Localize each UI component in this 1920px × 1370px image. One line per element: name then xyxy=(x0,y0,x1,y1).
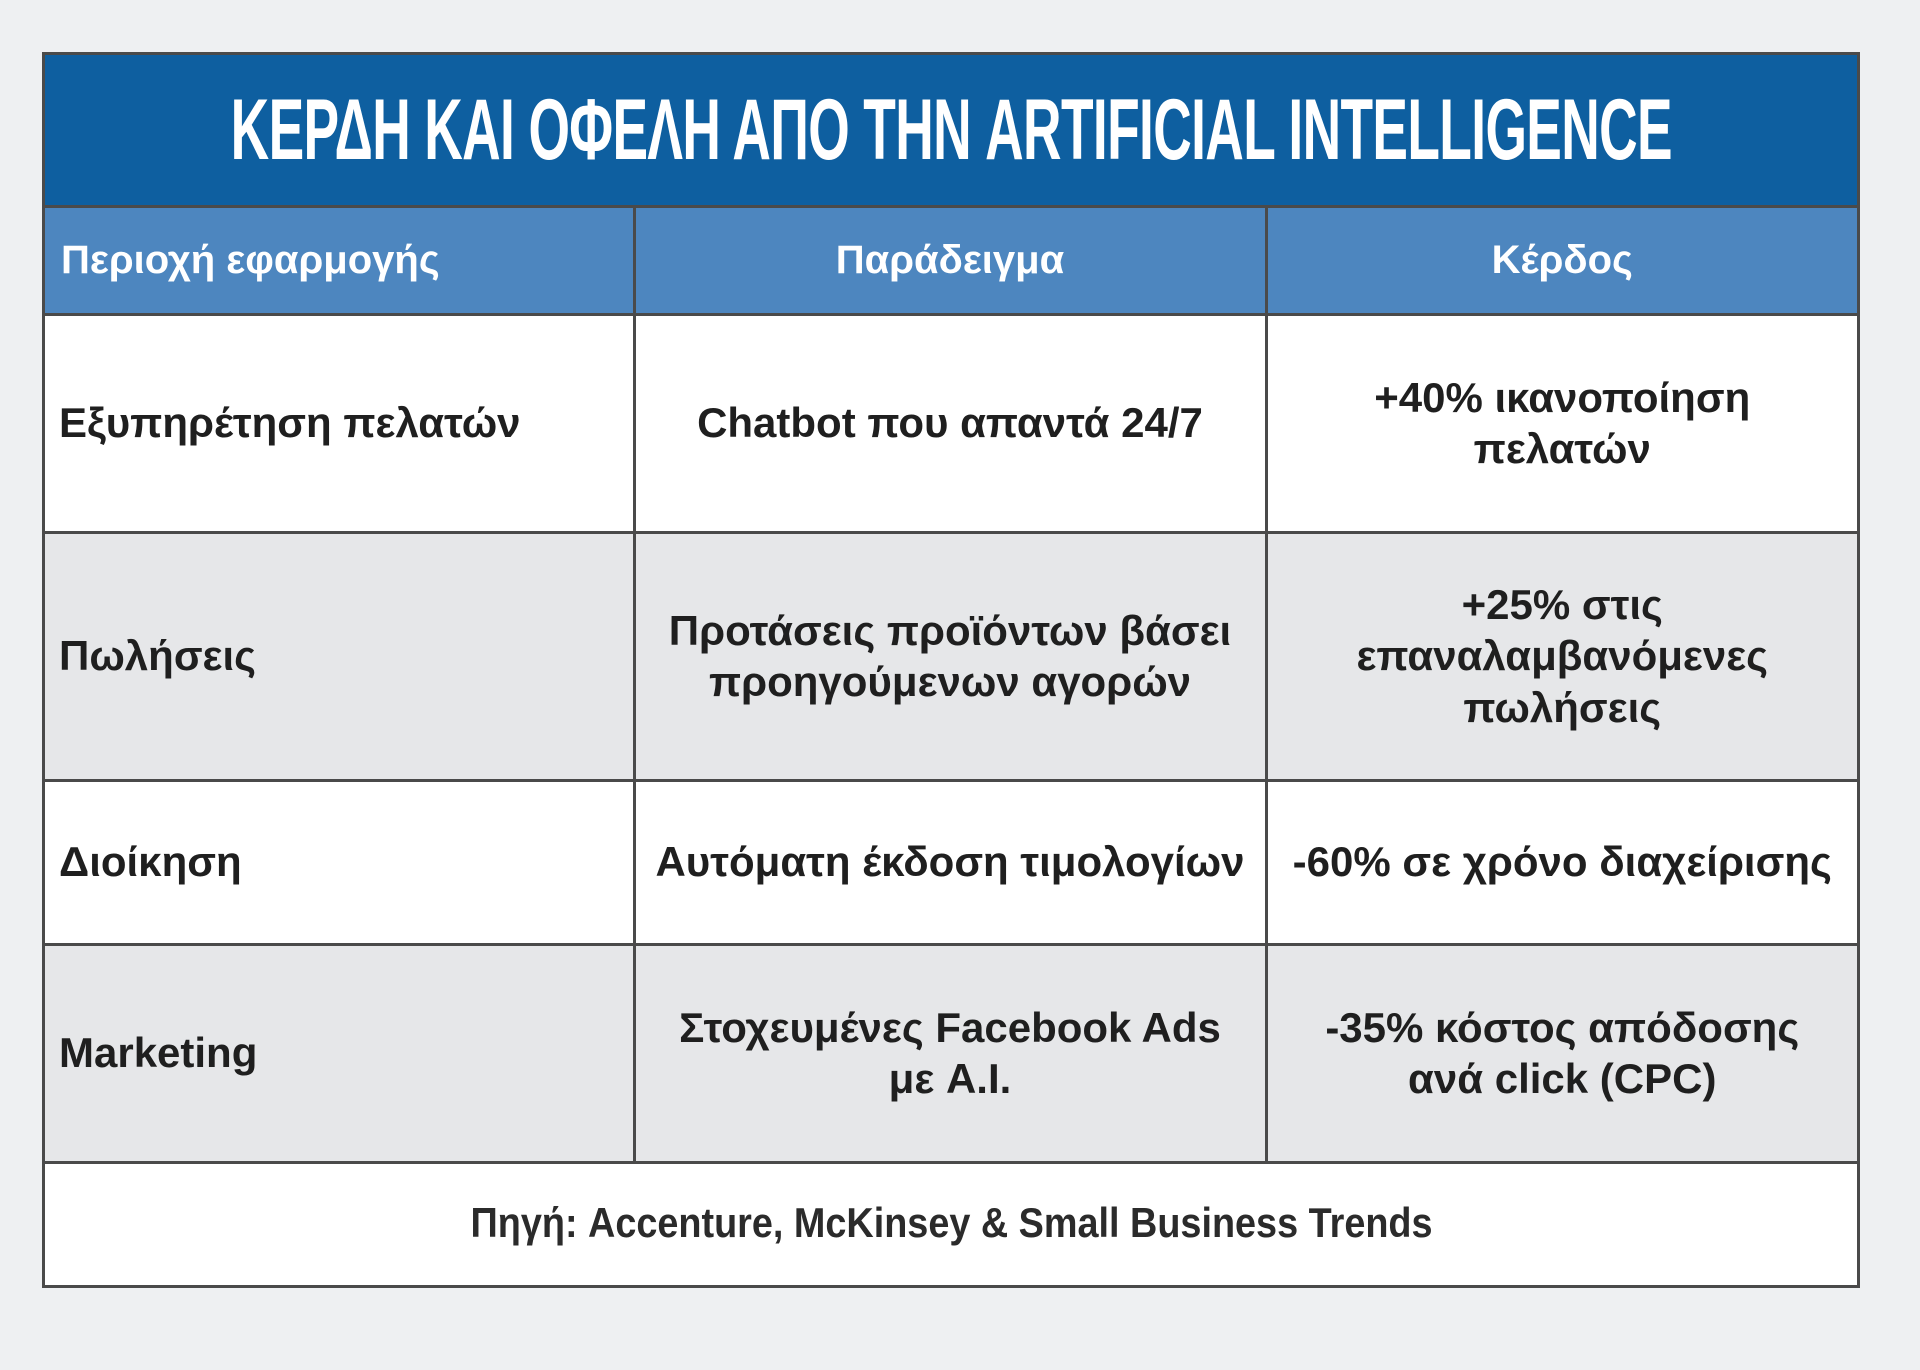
title-bar: ΚΕΡΔΗ ΚΑΙ ΟΦΕΛΗ ΑΠΟ ΤΗΝ ARTIFICIAL INTEL… xyxy=(45,55,1857,208)
table-row: Πωλήσεις Προτάσεις προϊόντων βάσει προηγ… xyxy=(45,530,1857,782)
source-note: Πηγή: Accenture, McKinsey & Small Busine… xyxy=(469,1198,1433,1246)
table-row: Marketing Στοχευμένες Facebook Ads με A.… xyxy=(45,942,1857,1164)
source-footer: Πηγή: Accenture, McKinsey & Small Busine… xyxy=(45,1163,1857,1282)
page-title: ΚΕΡΔΗ ΚΑΙ ΟΦΕΛΗ ΑΠΟ ΤΗΝ ARTIFICIAL INTEL… xyxy=(230,81,1672,178)
cell-example: Στοχευμένες Facebook Ads με A.I. xyxy=(632,942,1268,1164)
infographic-table-card: ΚΕΡΔΗ ΚΑΙ ΟΦΕΛΗ ΑΠΟ ΤΗΝ ARTIFICIAL INTEL… xyxy=(42,52,1860,1288)
table-row: Εξυπηρέτηση πελατών Chatbot που απαντά 2… xyxy=(45,312,1857,534)
cell-example: Chatbot που απαντά 24/7 xyxy=(632,312,1268,534)
column-header-example: Παράδειγμα xyxy=(632,208,1268,316)
column-header-area: Περιοχή εφαρμογής xyxy=(45,208,636,316)
cell-area: Πωλήσεις xyxy=(45,530,636,782)
cell-area: Διοίκηση xyxy=(45,778,636,946)
column-header-benefit: Κέρδος xyxy=(1264,208,1857,316)
cell-example: Προτάσεις προϊόντων βάσει προηγούμενων α… xyxy=(632,530,1268,782)
table-header-row: Περιοχή εφαρμογής Παράδειγμα Κέρδος xyxy=(45,208,1857,316)
cell-benefit: +40% ικανοποίηση πελατών xyxy=(1264,312,1857,534)
table-row: Διοίκηση Αυτόματη έκδοση τιμολογίων -60%… xyxy=(45,778,1857,946)
cell-area: Marketing xyxy=(45,942,636,1164)
cell-benefit: +25% στις επαναλαμβανόμενες πωλήσεις xyxy=(1264,530,1857,782)
cell-example: Αυτόματη έκδοση τιμολογίων xyxy=(632,778,1268,946)
cell-benefit: -35% κόστος απόδοσης ανά click (CPC) xyxy=(1264,942,1857,1164)
cell-benefit: -60% σε χρόνο διαχείρισης xyxy=(1264,778,1857,946)
benefits-table: Περιοχή εφαρμογής Παράδειγμα Κέρδος Εξυπ… xyxy=(45,208,1857,1164)
cell-area: Εξυπηρέτηση πελατών xyxy=(45,312,636,534)
